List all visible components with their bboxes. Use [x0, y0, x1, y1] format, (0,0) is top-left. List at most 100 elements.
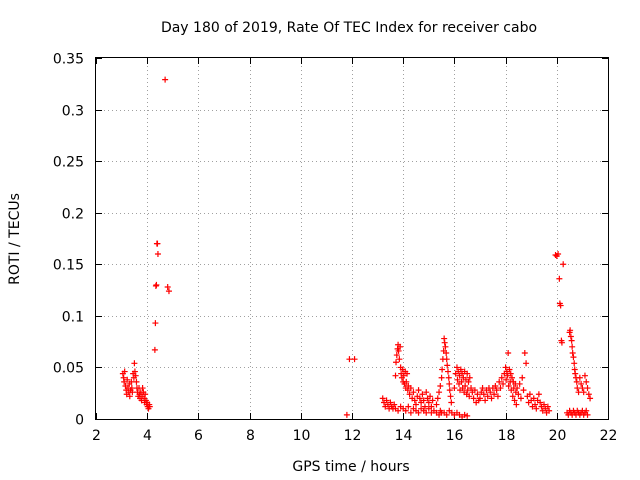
data-point [419, 391, 426, 398]
data-point [396, 356, 403, 363]
data-point [393, 359, 400, 366]
data-point [514, 385, 521, 392]
chart-title: Day 180 of 2019, Rate Of TEC Index for r… [161, 20, 537, 36]
data-point [445, 374, 452, 381]
x-tick-label: 18 [498, 428, 516, 444]
data-point [479, 385, 486, 392]
data-point [154, 250, 161, 257]
data-point [415, 409, 422, 416]
data-point [407, 409, 414, 416]
data-point [464, 387, 471, 394]
x-tick-label: 16 [446, 428, 464, 444]
data-point [436, 389, 443, 396]
data-point [133, 378, 140, 385]
data-point [448, 399, 455, 406]
data-point [544, 403, 551, 410]
data-point [506, 366, 513, 373]
data-point [121, 378, 128, 385]
data-point [498, 374, 505, 381]
data-point [457, 366, 464, 373]
data-point [425, 405, 432, 412]
data-point [535, 391, 542, 398]
data-point [546, 407, 553, 414]
data-point [470, 395, 477, 402]
data-point [400, 372, 407, 379]
data-point [496, 378, 503, 385]
data-point [464, 412, 471, 419]
data-point [395, 407, 402, 414]
data-point [453, 364, 460, 371]
data-point [530, 395, 537, 402]
data-point [584, 385, 591, 392]
data-point [505, 349, 512, 356]
data-point [494, 393, 501, 400]
data-point [465, 378, 472, 385]
data-point [569, 343, 576, 350]
y-tick-label: 0.35 [53, 52, 84, 68]
data-point [502, 364, 509, 371]
data-point [464, 370, 471, 377]
data-point [142, 391, 149, 398]
data-point [128, 378, 135, 385]
data-point [517, 395, 524, 402]
data-point [139, 385, 146, 392]
data-point [462, 382, 469, 389]
data-point [523, 360, 530, 367]
data-point [578, 380, 585, 387]
y-axis-label: ROTI / TECUs [7, 193, 23, 285]
data-point [560, 261, 567, 268]
data-point [442, 343, 449, 350]
y-tick-label: 0.25 [53, 155, 84, 171]
grid-lines [96, 58, 608, 419]
x-tick-label: 8 [246, 428, 255, 444]
data-point [154, 240, 161, 247]
x-tick-label: 4 [143, 428, 152, 444]
data-point [484, 393, 491, 400]
data-point [555, 250, 562, 257]
data-point [164, 283, 171, 290]
data-point [532, 401, 539, 408]
data-point [585, 391, 592, 398]
data-point [129, 389, 136, 396]
x-tick-label: 6 [194, 428, 203, 444]
data-point [570, 354, 577, 361]
data-point [411, 397, 418, 404]
data-point [503, 376, 510, 383]
data-point [446, 380, 453, 387]
data-point [558, 339, 565, 346]
data-point [403, 378, 410, 385]
data-point [379, 395, 386, 402]
data-point [488, 395, 495, 402]
data-point [526, 391, 533, 398]
x-tick-label: 20 [549, 428, 567, 444]
data-point [383, 397, 390, 404]
data-point [471, 387, 478, 394]
data-point [121, 368, 128, 375]
data-point [423, 409, 430, 416]
data-point [443, 411, 450, 418]
data-point [541, 401, 547, 408]
data-point [466, 393, 473, 400]
x-tick-label: 12 [344, 428, 362, 444]
data-point [497, 385, 504, 392]
data-point [421, 403, 428, 410]
data-point [415, 387, 422, 394]
data-point [423, 389, 430, 396]
data-point [520, 387, 527, 394]
plot-frame [95, 57, 609, 420]
x-tick-label: 2 [92, 428, 101, 444]
data-point [393, 352, 400, 359]
data-point [451, 385, 458, 392]
data-point [500, 380, 507, 387]
data-points [119, 76, 594, 420]
data-point [581, 372, 588, 379]
y-tick-label: 0 [75, 413, 84, 429]
data-point [131, 368, 138, 375]
data-point [407, 385, 414, 392]
data-point [519, 374, 526, 381]
data-point [429, 397, 436, 404]
data-point [397, 343, 404, 350]
data-point [516, 380, 523, 387]
data-point [507, 370, 514, 377]
